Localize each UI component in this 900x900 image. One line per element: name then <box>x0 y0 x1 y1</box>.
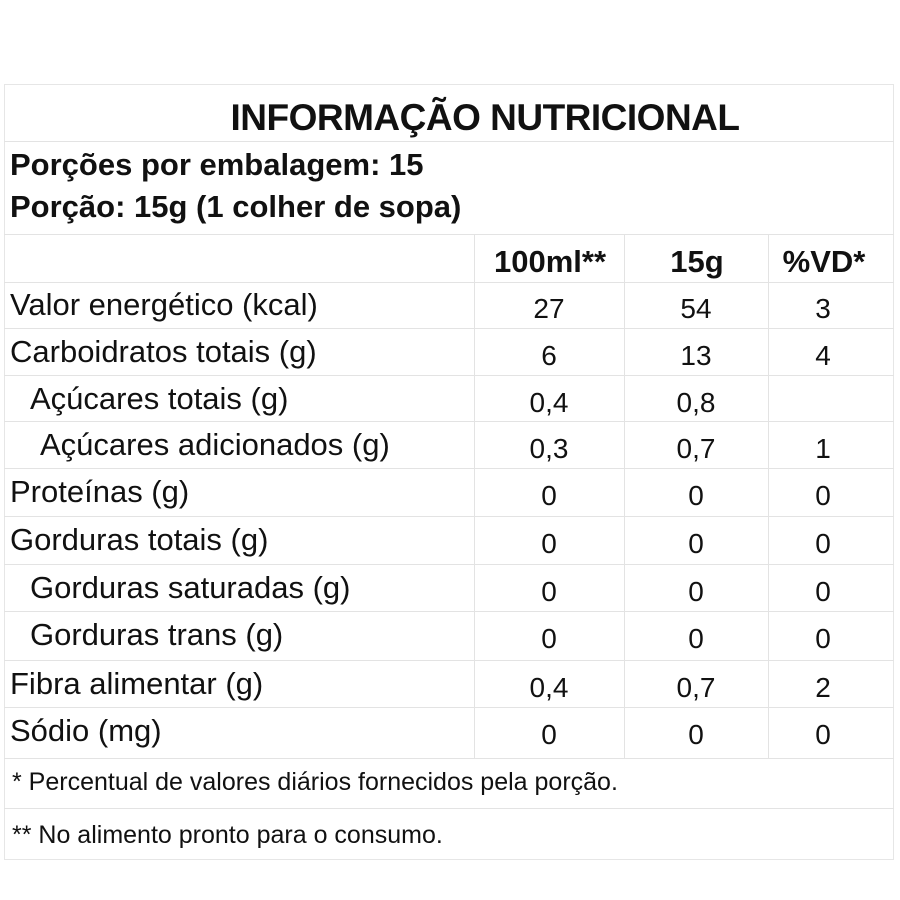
footnote-daily-value: * Percentual de valores diários fornecid… <box>12 768 618 796</box>
divider <box>4 421 894 422</box>
daily-value-percent <box>768 379 878 426</box>
table-row: Carboidratos totais (g) 6 13 4 <box>4 328 894 375</box>
table-row: Açúcares totais (g) 0,4 0,8 <box>4 375 894 422</box>
column-divider <box>474 234 475 758</box>
nutrient-name: Proteínas (g) <box>10 474 190 509</box>
value-per-100ml: 0 <box>541 576 557 607</box>
divider <box>4 234 894 235</box>
divider <box>4 468 894 469</box>
divider <box>4 375 894 376</box>
daily-value-percent: 3 <box>815 293 831 324</box>
daily-value-percent: 2 <box>815 672 831 703</box>
table-row: Gorduras totais (g) 0 0 0 <box>4 516 894 563</box>
column-header-daily-value: %VD* <box>782 244 866 279</box>
table-row: Açúcares adicionados (g) 0,3 0,7 1 <box>4 421 894 468</box>
value-per-100ml: 0,4 <box>529 387 569 418</box>
value-per-portion: 54 <box>680 293 712 324</box>
servings-per-package: Porções por embalagem: 15 <box>10 147 424 182</box>
value-per-100ml: 0,3 <box>529 433 569 464</box>
nutrient-name: Fibra alimentar (g) <box>10 666 264 701</box>
column-divider <box>768 234 769 758</box>
table-title: INFORMAÇÃO NUTRICIONAL <box>230 97 740 138</box>
column-header-portion: 15g <box>670 244 724 279</box>
value-per-100ml: 0 <box>541 623 557 654</box>
nutrient-name: Carboidratos totais (g) <box>10 334 317 369</box>
column-header-100ml: 100ml** <box>493 244 607 279</box>
divider <box>4 564 894 565</box>
value-per-portion: 0,8 <box>676 387 716 418</box>
daily-value-percent: 1 <box>815 433 831 464</box>
value-per-portion: 0 <box>688 719 704 750</box>
daily-value-percent: 0 <box>815 719 831 750</box>
table-row: Proteínas (g) 0 0 0 <box>4 468 894 515</box>
daily-value-percent: 0 <box>815 480 831 511</box>
value-per-portion: 0 <box>688 528 704 559</box>
nutrition-facts-table <box>4 84 894 860</box>
value-per-100ml: 0 <box>541 528 557 559</box>
value-per-portion: 13 <box>680 340 712 371</box>
table-row: Gorduras trans (g) 0 0 0 <box>4 611 894 658</box>
nutrient-name: Sódio (mg) <box>10 713 162 748</box>
value-per-100ml: 27 <box>533 293 565 324</box>
serving-size: Porção: 15g (1 colher de sopa) <box>10 189 462 224</box>
value-per-100ml: 0 <box>541 719 557 750</box>
daily-value-percent: 4 <box>815 340 831 371</box>
divider <box>4 141 894 142</box>
divider <box>4 328 894 329</box>
daily-value-percent: 0 <box>815 528 831 559</box>
value-per-100ml: 0 <box>541 480 557 511</box>
value-per-100ml: 6 <box>541 340 557 371</box>
value-per-100ml: 0,4 <box>529 672 569 703</box>
divider <box>4 611 894 612</box>
value-per-portion: 0 <box>688 480 704 511</box>
nutrient-name: Gorduras totais (g) <box>10 522 269 557</box>
column-divider <box>624 234 625 758</box>
divider <box>4 282 894 283</box>
nutrient-name: Açúcares totais (g) <box>30 381 289 416</box>
nutrient-name: Gorduras saturadas (g) <box>30 570 351 605</box>
value-per-portion: 0,7 <box>676 433 716 464</box>
divider <box>4 660 894 661</box>
footnote-ready-to-consume: ** No alimento pronto para o consumo. <box>12 821 443 849</box>
nutrient-name: Açúcares adicionados (g) <box>40 427 390 462</box>
divider <box>4 808 894 809</box>
table-row: Gorduras saturadas (g) 0 0 0 <box>4 564 894 611</box>
nutrient-name: Valor energético (kcal) <box>10 287 318 322</box>
divider <box>4 707 894 708</box>
daily-value-percent: 0 <box>815 623 831 654</box>
table-row: Sódio (mg) 0 0 0 <box>4 707 894 754</box>
divider <box>4 516 894 517</box>
daily-value-percent: 0 <box>815 576 831 607</box>
value-per-portion: 0,7 <box>676 672 716 703</box>
divider <box>4 758 894 759</box>
table-row: Valor energético (kcal) 27 54 3 <box>4 281 894 328</box>
value-per-portion: 0 <box>688 623 704 654</box>
nutrient-name: Gorduras trans (g) <box>30 617 284 652</box>
value-per-portion: 0 <box>688 576 704 607</box>
table-row: Fibra alimentar (g) 0,4 0,7 2 <box>4 660 894 707</box>
